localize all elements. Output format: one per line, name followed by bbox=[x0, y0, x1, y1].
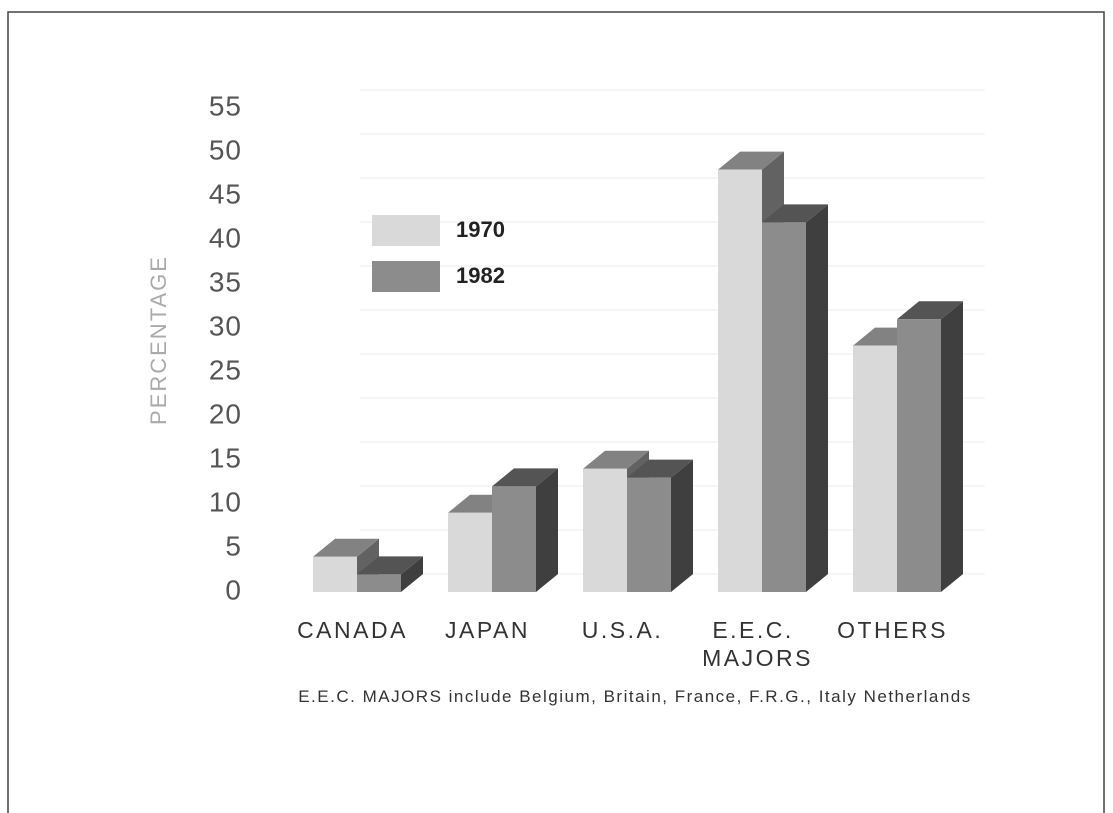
y-tick-label: 30 bbox=[209, 310, 242, 341]
legend-label: 1982 bbox=[456, 263, 505, 288]
bar bbox=[583, 468, 627, 592]
bar bbox=[762, 222, 806, 592]
y-tick-label: 40 bbox=[209, 222, 242, 253]
footnote: E.E.C. MAJORS include Belgium, Britain, … bbox=[298, 687, 972, 706]
bar bbox=[627, 477, 671, 592]
bar-top bbox=[718, 151, 784, 170]
y-tick-label: 55 bbox=[209, 90, 242, 121]
legend-label: 1970 bbox=[456, 217, 505, 242]
y-tick-label: 25 bbox=[209, 354, 242, 385]
bar bbox=[853, 345, 897, 592]
bar bbox=[492, 486, 536, 592]
bar-top bbox=[583, 450, 649, 469]
y-axis-label: PERCENTAGE bbox=[146, 255, 171, 425]
bar bbox=[718, 169, 762, 592]
bar-side bbox=[536, 468, 558, 592]
bar-top bbox=[627, 459, 693, 478]
x-tick-label: OTHERS bbox=[837, 617, 948, 643]
y-tick-label: 0 bbox=[225, 574, 242, 605]
legend-swatch bbox=[372, 261, 440, 292]
x-tick-label: JAPAN bbox=[445, 617, 530, 643]
bar-side bbox=[671, 459, 693, 592]
bar-top bbox=[492, 468, 558, 487]
bar bbox=[313, 556, 357, 592]
bar bbox=[897, 319, 941, 592]
y-tick-label: 50 bbox=[209, 134, 242, 165]
bar-top bbox=[357, 556, 423, 575]
x-tick-label: E.E.C. MAJORS bbox=[702, 617, 813, 671]
y-tick-label: 45 bbox=[209, 178, 242, 209]
legend-swatch bbox=[372, 215, 440, 246]
bar-top bbox=[897, 301, 963, 320]
bar-side bbox=[941, 301, 963, 592]
bar-side bbox=[806, 204, 828, 592]
y-tick-label: 35 bbox=[209, 266, 242, 297]
frame bbox=[7, 11, 1105, 813]
y-tick-label: 10 bbox=[209, 486, 242, 517]
y-tick-label: 15 bbox=[209, 442, 242, 473]
y-tick-label: 5 bbox=[225, 530, 242, 561]
bar bbox=[448, 512, 492, 592]
bar bbox=[357, 574, 401, 592]
bar-top bbox=[313, 538, 379, 557]
bar-side bbox=[401, 556, 423, 592]
x-tick-label: CANADA bbox=[297, 617, 408, 643]
y-tick-label: 20 bbox=[209, 398, 242, 429]
bar-top bbox=[762, 204, 828, 223]
x-tick-label: U.S.A. bbox=[582, 617, 663, 643]
